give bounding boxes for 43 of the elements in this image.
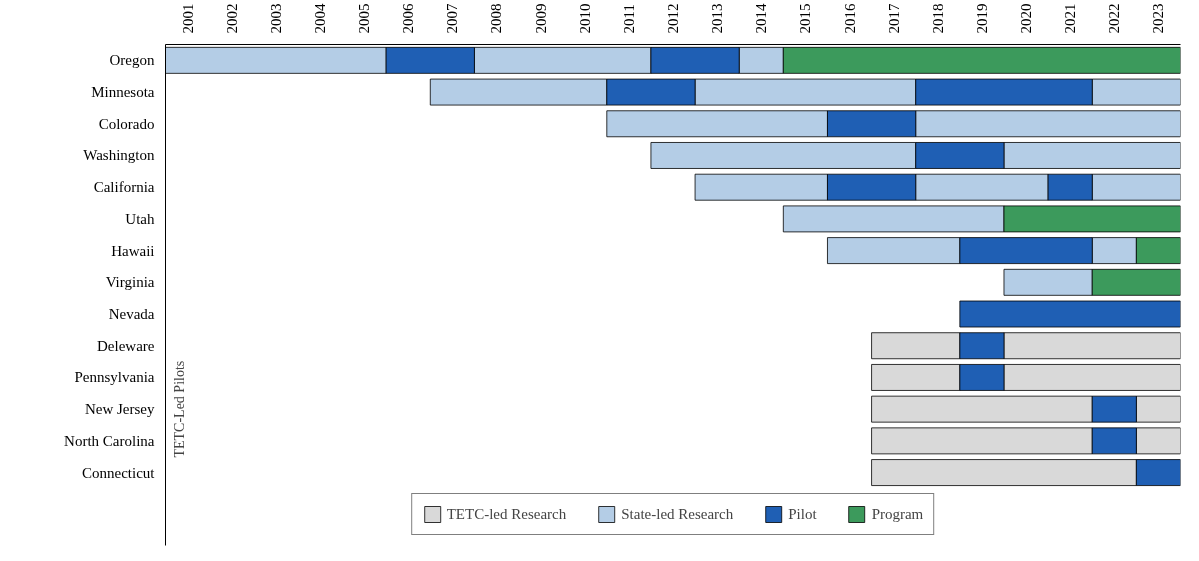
legend-label: Pilot: [788, 505, 817, 523]
x-tick-label: 2004: [311, 3, 328, 34]
y-tick-label: Nevada: [108, 306, 155, 323]
x-tick-label: 2013: [709, 3, 726, 34]
x-tick-label: 2014: [753, 3, 770, 34]
bar: [959, 300, 1181, 328]
x-tick-label: 2001: [179, 3, 196, 34]
y-tick-label: Washington: [83, 147, 155, 164]
legend-label: TETC-led Research: [446, 505, 567, 523]
y-tick-label: Oregon: [109, 52, 155, 69]
y-tick-label: California: [93, 179, 155, 196]
y-tick-label: Utah: [125, 210, 155, 227]
x-tick-label: 2020: [1018, 3, 1035, 34]
x-tick-label: 2019: [973, 3, 990, 34]
x-tick-label: 2015: [797, 3, 814, 34]
y-tick-label: Pennsylvania: [74, 369, 155, 386]
x-tick-label: 2003: [267, 3, 284, 34]
y-tick-label: Colorado: [98, 115, 155, 132]
x-tick-label: 2006: [400, 3, 417, 34]
x-tick-label: 2023: [1150, 3, 1167, 34]
x-tick-label: 2007: [444, 3, 461, 34]
annotation: TETC-Led Pilots: [171, 360, 187, 458]
x-tick-label: 2021: [1062, 3, 1079, 34]
y-tick-label: Deleware: [97, 337, 155, 354]
legend-label: State-led Research: [621, 505, 734, 523]
y-tick-label: Minnesota: [91, 84, 155, 101]
y-tick-label: Hawaii: [111, 242, 155, 259]
legend-label: Program: [871, 505, 924, 523]
x-tick-label: 2002: [223, 3, 240, 34]
x-tick-label: 2008: [488, 3, 505, 34]
x-tick-label: 2010: [576, 3, 593, 34]
x-tick-label: 2018: [929, 3, 946, 34]
x-tick-label: 2022: [1106, 3, 1123, 34]
y-tick-label: New Jersey: [84, 401, 155, 418]
x-tick-label: 2017: [885, 3, 902, 34]
x-tick-label: 2012: [665, 3, 681, 34]
x-tick-label: 2011: [620, 4, 637, 34]
x-tick-label: 2009: [532, 3, 549, 34]
y-tick-label: North Carolina: [64, 432, 155, 449]
x-tick-label: 2005: [356, 3, 373, 34]
y-tick-label: Virginia: [105, 274, 155, 291]
y-tick-label: Connecticut: [82, 464, 156, 481]
x-tick-label: 2016: [841, 3, 858, 34]
